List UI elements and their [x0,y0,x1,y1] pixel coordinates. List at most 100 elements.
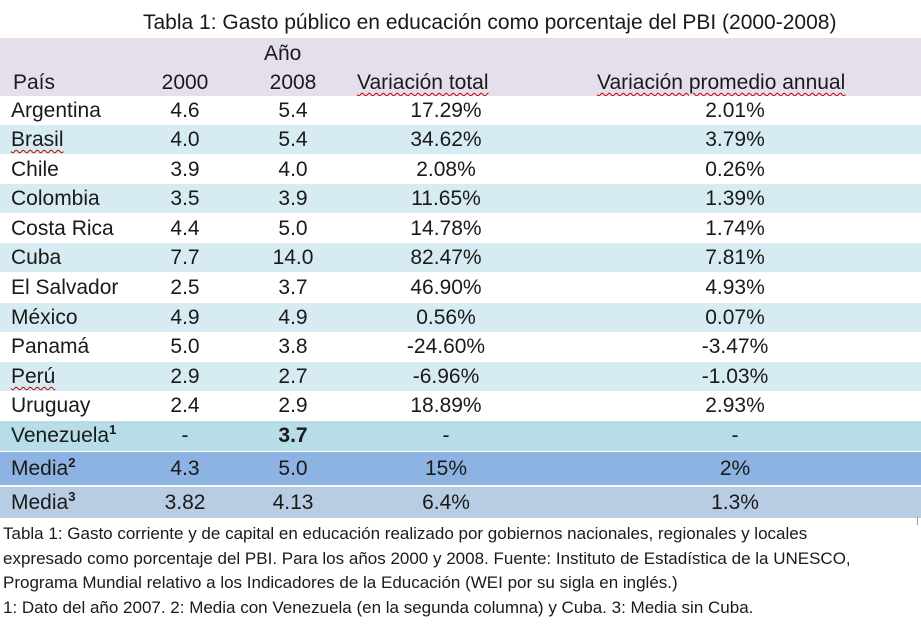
variacion-promedio-cell: 3.79% [705,128,765,151]
variacion-promedio-cell: 7.81% [705,246,765,269]
variacion-promedio-cell: 2% [719,457,751,480]
table-row: Colombia 3.5 3.9 11.65% 1.39% [0,184,921,213]
value-2000-cell: 5.0 [170,335,200,358]
table-title: Tabla 1: Gasto público en educación como… [0,8,921,38]
table-row: Perú 2.9 2.7 -6.96% -1.03% [0,362,921,391]
country-cell: Panamá [11,332,89,361]
col-header-2008: 2008 [269,71,317,94]
value-2000-cell: 3.82 [164,491,206,514]
country-cell: Brasil [11,125,64,154]
table-footnotes: Tabla 1: Gasto corriente y de capital en… [3,522,918,620]
country-name: Media [11,491,69,514]
country-name: Cuba [11,246,62,269]
year-group-label: Año [264,42,302,65]
country-cell: Cuba [11,243,61,272]
value-2008-cell: 14.0 [272,246,314,269]
table-row: Costa Rica 4.4 5.0 14.78% 1.74% [0,214,921,243]
country-name: Uruguay [11,394,91,417]
table-row: Venezuela1 - 3.7 - - [0,421,921,451]
country-cell: Perú [11,362,55,391]
value-2000-cell: 4.0 [170,128,200,151]
variacion-total-cell: 18.89% [410,394,482,417]
variacion-total-cell: 15% [424,457,468,480]
table-title-text: Tabla 1: Gasto público en educación como… [143,11,837,34]
variacion-promedio-cell: 1.74% [705,217,765,240]
col-header-country: País [13,71,56,94]
variacion-promedio-cell: -1.03% [701,365,769,388]
value-2008-cell: 2.7 [278,365,308,388]
country-cell: Uruguay [11,391,90,420]
variacion-promedio-cell: 4.93% [705,276,765,299]
col-header-variacion-total: Variación total [357,71,489,94]
variacion-total-cell: -6.96% [412,365,480,388]
value-2000-cell: 7.7 [170,246,200,269]
value-2000-cell: 4.4 [170,217,200,240]
country-cell: El Salvador [11,273,118,302]
country-name: Brasil [11,128,64,151]
variacion-promedio-cell: - [731,424,739,447]
table-row: Cuba 7.7 14.0 82.47% 7.81% [0,243,921,272]
footnote-marker: 1 [109,422,117,437]
variacion-total-cell: 14.78% [410,217,482,240]
country-name: Venezuela [11,424,110,447]
country-cell: Argentina [11,96,101,125]
variacion-total-cell: 82.47% [410,246,482,269]
value-2000-cell: 3.5 [170,187,200,210]
country-cell: Colombia [11,184,100,213]
variacion-promedio-cell: 1.39% [705,187,765,210]
cell-edge-mark [917,517,921,525]
variacion-total-cell: 6.4% [422,491,470,514]
country-cell: Venezuela1 [11,421,116,451]
table-row: El Salvador 2.5 3.7 46.90% 4.93% [0,273,921,302]
value-2008-cell: 3.8 [278,335,308,358]
table-row: Panamá 5.0 3.8 -24.60% -3.47% [0,332,921,361]
table-row: Chile 3.9 4.0 2.08% 0.26% [0,155,921,184]
footnote-line: Tabla 1: Gasto corriente y de capital en… [3,524,808,543]
variacion-total-cell: -24.60% [406,335,486,358]
variacion-total-cell: 17.29% [410,99,482,122]
country-cell: México [11,303,78,332]
value-2008-cell: 3.7 [278,276,308,299]
table-row: Argentina 4.6 5.4 17.29% 2.01% [0,96,921,125]
value-2008-cell: 3.9 [278,187,308,210]
country-name: México [11,306,78,329]
variacion-total-cell: 0.56% [416,306,476,329]
variacion-total-cell: 2.08% [416,158,476,181]
value-2000-cell: 2.9 [170,365,200,388]
table-header: Año País 2000 2008 Variación total Varia… [0,38,921,96]
value-2000-cell: 2.4 [170,394,200,417]
country-name: Panamá [11,335,90,358]
table-row: Media3 3.82 4.13 6.4% 1.3% [0,487,921,518]
value-2008-cell: 4.0 [278,158,308,181]
country-cell: Chile [11,155,59,184]
value-2000-cell: 4.3 [170,457,200,480]
value-2008-cell: 5.0 [278,457,308,480]
value-2008-cell: 4.13 [272,491,314,514]
variacion-promedio-cell: 0.26% [705,158,765,181]
value-2000-cell: 4.6 [170,99,200,122]
value-2008-cell: 5.4 [278,99,308,122]
col-header-2000: 2000 [161,71,209,94]
variacion-promedio-cell: 0.07% [705,306,765,329]
value-2000-cell: - [181,424,189,447]
country-name: Costa Rica [11,217,114,240]
value-2008-cell: 3.7 [278,424,308,447]
variacion-promedio-cell: 2.01% [705,99,765,122]
variacion-total-cell: 11.65% [411,187,481,210]
country-cell: Media2 [11,452,75,485]
variacion-total-cell: - [442,424,450,447]
table-row: México 4.9 4.9 0.56% 0.07% [0,303,921,332]
col-header-variacion-promedio: Variación promedio annual [597,71,846,94]
footnote-line: Programa Mundial relativo a los Indicado… [3,573,678,592]
footnote-line: 1: Dato del año 2007. 2: Media con Venez… [3,597,754,617]
country-name: Perú [11,365,56,388]
value-2000-cell: 4.9 [170,306,200,329]
value-2008-cell: 4.9 [278,306,308,329]
country-name: Colombia [11,187,100,210]
value-2000-cell: 2.5 [170,276,200,299]
variacion-promedio-cell: 2.93% [705,394,765,417]
footnote-marker: 2 [68,455,76,470]
variacion-total-cell: 46.90% [410,276,482,299]
footnote-marker: 3 [68,489,76,504]
country-cell: Media3 [11,487,75,518]
